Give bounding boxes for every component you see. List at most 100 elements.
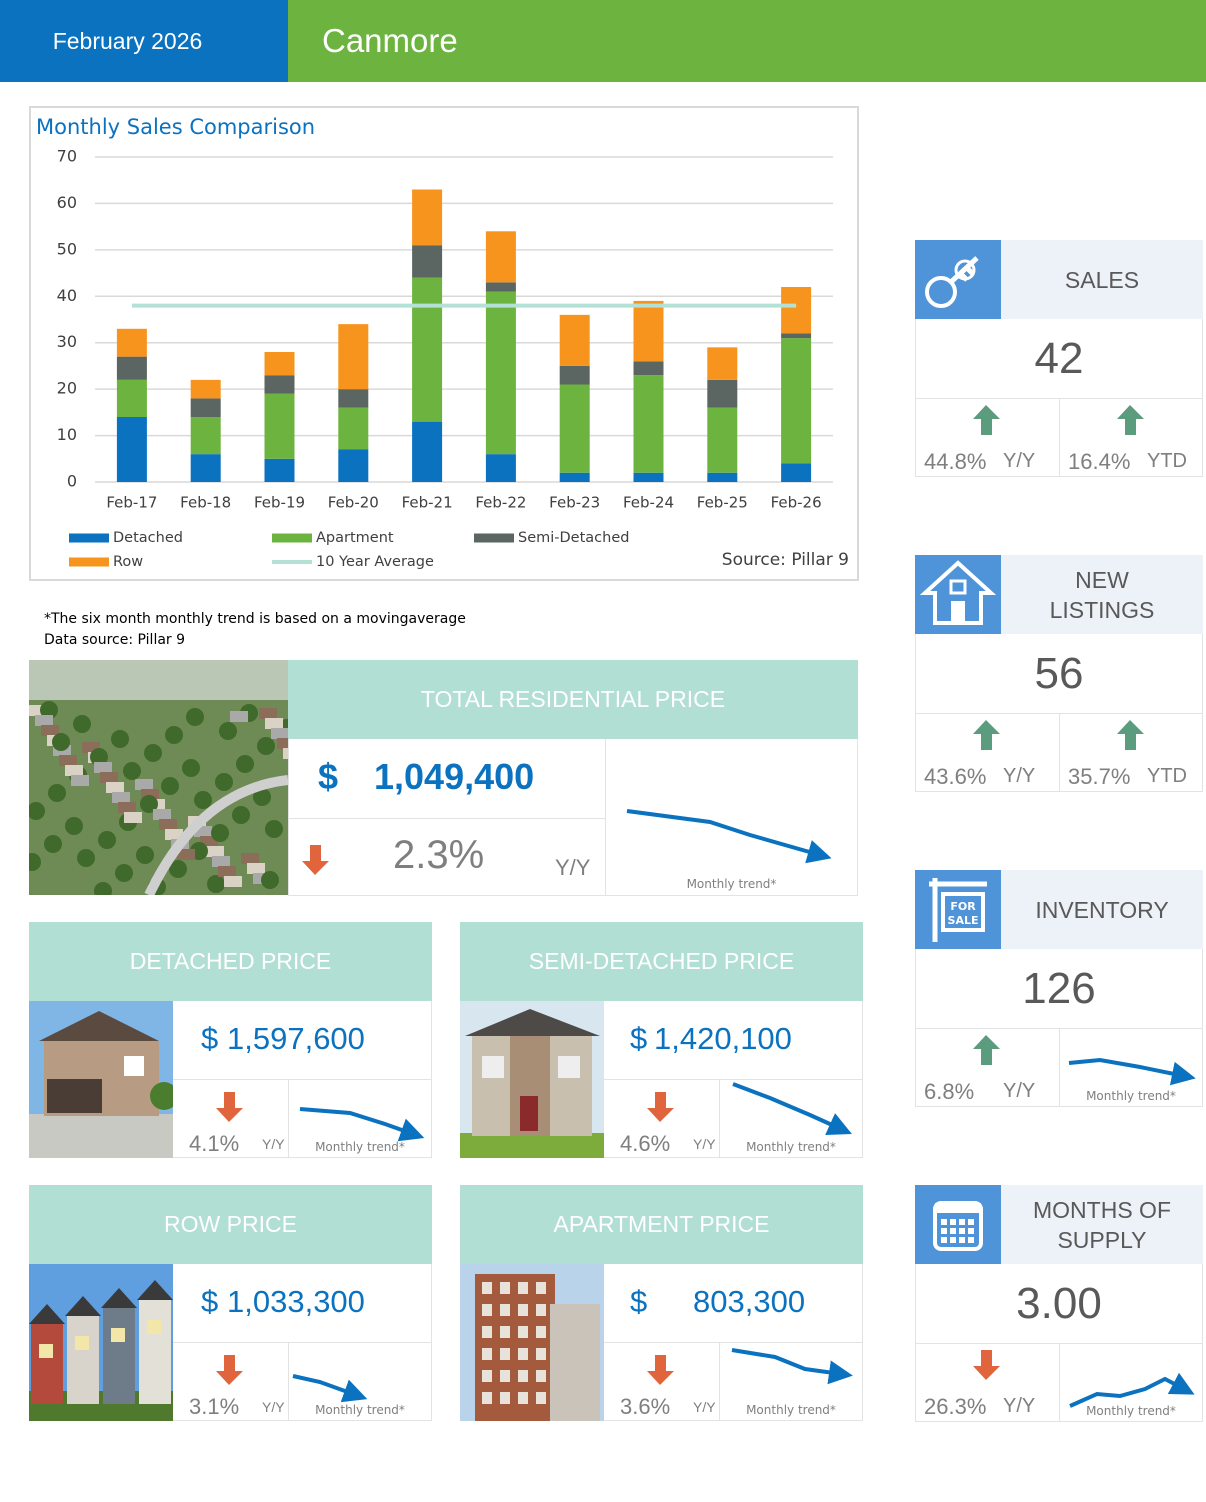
change-value: 3.1%: [189, 1394, 240, 1419]
change-value: 35.7%: [1068, 764, 1131, 789]
card-header: [460, 922, 863, 1001]
stat-title-line: NEW: [1075, 566, 1129, 593]
x-tick-label: Feb-26: [771, 494, 822, 512]
trend-label: Monthly trend*: [746, 1140, 836, 1154]
change-value: 4.1%: [189, 1131, 240, 1156]
trend-sparkline: [292, 1374, 368, 1403]
photo: [29, 660, 288, 895]
icon: [925, 256, 979, 308]
legend-swatch: [69, 557, 109, 567]
price-value: 1,049,400: [374, 756, 535, 797]
chart-source: Source: Pillar 9: [722, 550, 849, 570]
header-location-bar: [288, 0, 1206, 82]
card-header: [460, 1185, 863, 1264]
bar-segment: [633, 472, 664, 482]
bar-segment: [559, 314, 590, 366]
bar-segment: [412, 277, 443, 422]
change-value: 26.3%: [924, 1394, 987, 1419]
stat-title-line: MONTHS OF: [1033, 1196, 1171, 1223]
y-tick-label: 10: [57, 425, 77, 444]
trend-label: Monthly trend*: [315, 1403, 405, 1417]
change-value: 44.8%: [924, 449, 987, 474]
divider: [719, 1079, 720, 1158]
y-tick-label: 30: [57, 332, 77, 351]
bar-segment: [264, 458, 295, 482]
bar-segment: [707, 472, 738, 482]
currency: $: [201, 1284, 219, 1319]
x-tick-label: Feb-24: [623, 494, 674, 512]
bar-segment: [781, 287, 812, 334]
bar-segment: [264, 352, 295, 376]
divider: [604, 1342, 863, 1343]
bar-segment: [633, 300, 664, 362]
title-block: [1001, 555, 1203, 634]
legend-swatch: [272, 533, 312, 543]
bar-segment: [707, 379, 738, 408]
bar-segment: [485, 291, 516, 455]
currency: $: [318, 756, 339, 797]
stat-title: INVENTORY: [1001, 870, 1203, 949]
trend-label: Monthly trend*: [1086, 1089, 1176, 1103]
y-tick-label: 40: [57, 286, 77, 305]
title-block: [1001, 240, 1203, 319]
y-tick-label: 70: [57, 147, 77, 166]
bar-segment: [412, 245, 443, 278]
icon: [919, 560, 997, 625]
stat-value: 126: [1022, 963, 1096, 1013]
change-label: Y/Y: [693, 1399, 716, 1415]
title-block: [1001, 1185, 1203, 1264]
header-date-bar: [0, 0, 288, 82]
bar-segment: [338, 389, 369, 408]
stat-value: 56: [1034, 648, 1084, 698]
card-header: [29, 1185, 432, 1264]
divider: [605, 739, 606, 896]
arrow-up: [1117, 720, 1144, 750]
bar-segment: [559, 365, 590, 385]
divider: [604, 1079, 863, 1080]
stat-title-line: SALES: [1064, 266, 1140, 293]
svg-text:FOR: FOR: [950, 900, 976, 913]
arrow-down: [647, 1355, 674, 1385]
icon-block: [915, 240, 1001, 319]
bar-segment: [781, 333, 812, 339]
price-value: 803,300: [693, 1284, 806, 1319]
bar-segment: [338, 407, 369, 450]
bar-segment: [338, 449, 369, 482]
arrow-down: [973, 1350, 1000, 1380]
legend-label: Apartment: [316, 530, 394, 546]
x-tick-label: Feb-20: [328, 494, 379, 512]
stat-title-line: SUPPLY: [1057, 1226, 1147, 1253]
bar-segment: [116, 356, 147, 380]
title-block: [1001, 870, 1203, 949]
legend-label: Row: [113, 554, 143, 570]
change-label: Y/Y: [1003, 1080, 1036, 1102]
change-value: 2.3%: [393, 833, 485, 877]
bar-segment: [116, 328, 147, 357]
y-tick-label: 50: [57, 239, 77, 258]
change-label: Y/Y: [262, 1399, 285, 1415]
note: *The six month monthly trend is based on…: [44, 611, 466, 627]
arrow-up: [1117, 405, 1144, 435]
currency: $: [630, 1021, 648, 1056]
arrow-down: [216, 1355, 243, 1385]
trend-label: Monthly trend*: [686, 877, 777, 891]
change-label: Y/Y: [1003, 450, 1036, 472]
change-value: 6.8%: [924, 1079, 975, 1104]
divider: [1059, 398, 1060, 477]
trend-label: Monthly trend*: [1086, 1404, 1176, 1418]
divider: [288, 818, 605, 819]
price-value: 1,420,100: [654, 1021, 792, 1056]
bar-segment: [707, 347, 738, 380]
photo: [29, 1001, 173, 1158]
x-tick-label: Feb-19: [254, 494, 305, 512]
trend-label: Monthly trend*: [746, 1403, 836, 1417]
stat-value: 3.00: [1016, 1278, 1102, 1328]
y-tick-label: 0: [67, 472, 77, 491]
legend-label: 10 Year Average: [316, 554, 434, 570]
chart-title: Monthly Sales Comparison: [36, 115, 315, 139]
bar-segment: [116, 417, 147, 482]
stat-title: SALES: [1001, 240, 1203, 319]
header-location: Canmore: [322, 22, 458, 59]
